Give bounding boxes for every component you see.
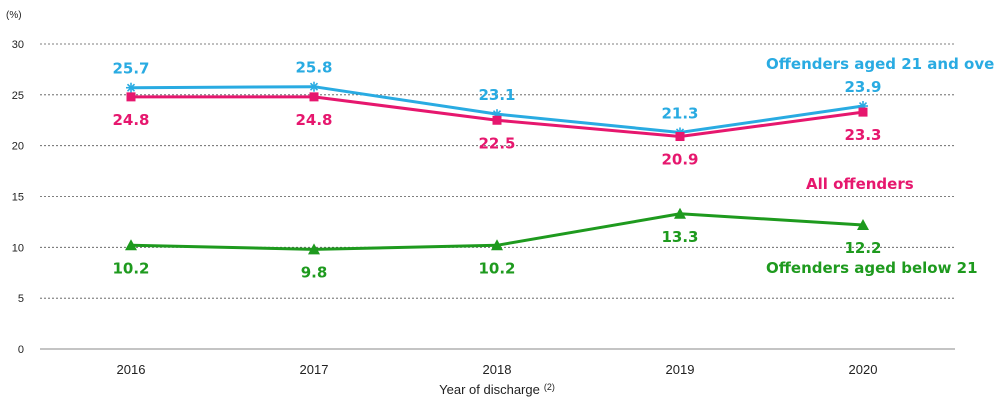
y-tick-label: 20 [12, 141, 24, 153]
data-point-triangle [491, 239, 503, 251]
data-point-asterisk [126, 82, 136, 93]
data-point-square [126, 92, 136, 102]
series-lines [125, 81, 869, 255]
x-axis-title-text: Year of discharge [439, 382, 540, 397]
y-axis-ticks: 0 5 10 15 20 25 30 [12, 39, 24, 356]
x-tick-label: 2016 [117, 362, 146, 377]
data-point-asterisk [309, 81, 319, 92]
data-point-square [858, 107, 868, 117]
x-tick-label: 2019 [666, 362, 695, 377]
y-tick-label: 10 [12, 242, 24, 254]
y-tick-label: 15 [12, 192, 24, 204]
y-tick-label: 5 [18, 293, 24, 305]
x-tick-label: 2017 [300, 362, 329, 377]
data-label: 12.2 [844, 239, 881, 257]
x-axis-title: Year of discharge (2) [439, 382, 555, 397]
data-label: 24.8 [112, 111, 149, 129]
data-point-triangle [125, 239, 137, 251]
data-label: 22.5 [478, 134, 515, 152]
x-axis-ticks: 2016 2017 2018 2019 2020 [117, 362, 878, 377]
y-tick-label: 25 [12, 90, 24, 102]
data-point-square [675, 132, 685, 142]
legend-label-aged-21-and-over: Offenders aged 21 and over [766, 55, 995, 73]
data-point-triangle [857, 218, 869, 230]
data-label: 10.2 [478, 259, 515, 277]
data-label: 10.2 [112, 259, 149, 277]
data-label: 20.9 [661, 151, 698, 169]
y-tick-label: 0 [18, 344, 24, 356]
data-label: 25.7 [112, 60, 149, 78]
data-label: 24.8 [295, 111, 332, 129]
y-unit-label: (%) [6, 10, 22, 21]
y-tick-label: 30 [12, 39, 24, 51]
data-point-triangle [308, 243, 320, 255]
data-label: 23.9 [844, 78, 881, 96]
data-point-square [492, 115, 502, 125]
data-label: 25.8 [295, 59, 332, 77]
data-point-square [309, 92, 319, 102]
data-labels: 25.7 25.8 23.1 21.3 23.9 24.8 24.8 22.5 20.9 23.3… [112, 59, 881, 282]
legend-label-aged-below-21: Offenders aged below 21 [766, 259, 978, 277]
x-tick-label: 2020 [849, 362, 878, 377]
data-label: 9.8 [301, 263, 328, 281]
x-axis-title-superscript: (2) [544, 382, 555, 392]
data-label: 23.3 [844, 126, 881, 144]
data-label: 23.1 [478, 86, 515, 104]
data-point-triangle [674, 207, 686, 219]
x-tick-label: 2018 [483, 362, 512, 377]
legend-label-all-offenders: All offenders [806, 175, 914, 193]
data-label: 21.3 [661, 104, 698, 122]
data-label: 13.3 [661, 228, 698, 246]
